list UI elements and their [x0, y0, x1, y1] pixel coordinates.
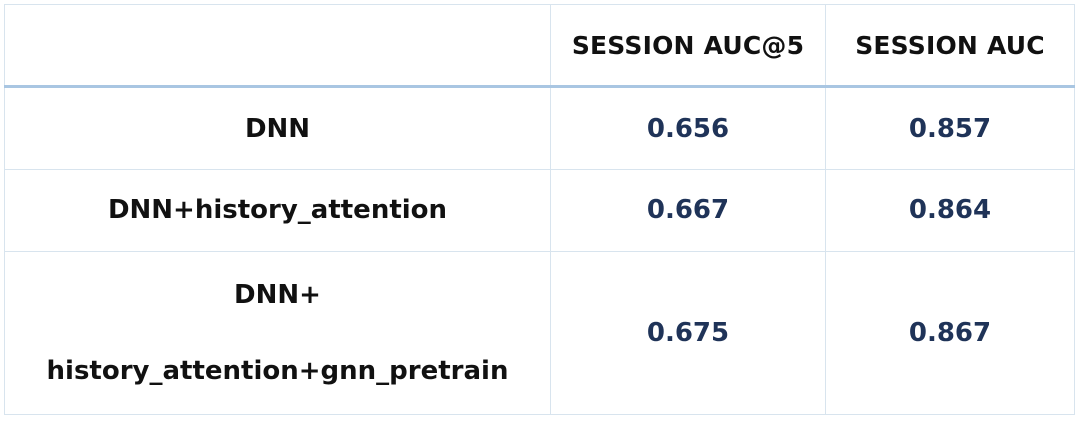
row-label-line: history_attention+gnn_pretrain: [46, 356, 509, 387]
value-cell-session-auc-at-5: 0.656: [550, 86, 826, 170]
value-cell-session-auc-at-5: 0.667: [550, 168, 826, 253]
results-table: SESSION AUC@5 SESSION AUC DNN 0.656 0.85…: [4, 3, 1075, 415]
header-cell-session-auc-at-5: SESSION AUC@5: [550, 3, 826, 89]
row-label-cell: DNN+ history_attention+gnn_pretrain: [4, 251, 551, 415]
header-cell-session-auc: SESSION AUC: [825, 3, 1075, 89]
value-cell-session-auc: 0.864: [825, 168, 1075, 253]
table-row: DNN 0.656 0.857: [4, 86, 1075, 170]
value-cell-session-auc: 0.857: [825, 86, 1075, 170]
header-cell-model: [4, 3, 551, 89]
table-row: DNN+ history_attention+gnn_pretrain 0.67…: [4, 251, 1075, 415]
table-row: DNN+history_attention 0.667 0.864: [4, 168, 1075, 253]
header-row: SESSION AUC@5 SESSION AUC: [4, 3, 1075, 89]
row-label-cell: DNN+history_attention: [4, 168, 551, 253]
row-label-line: DNN: [244, 113, 311, 144]
row-label-cell: DNN: [4, 86, 551, 170]
value-cell-session-auc: 0.867: [825, 251, 1075, 415]
value-cell-session-auc-at-5: 0.675: [550, 251, 826, 415]
row-label-line: DNN+: [234, 280, 321, 311]
row-label-line: DNN+history_attention: [107, 195, 448, 226]
